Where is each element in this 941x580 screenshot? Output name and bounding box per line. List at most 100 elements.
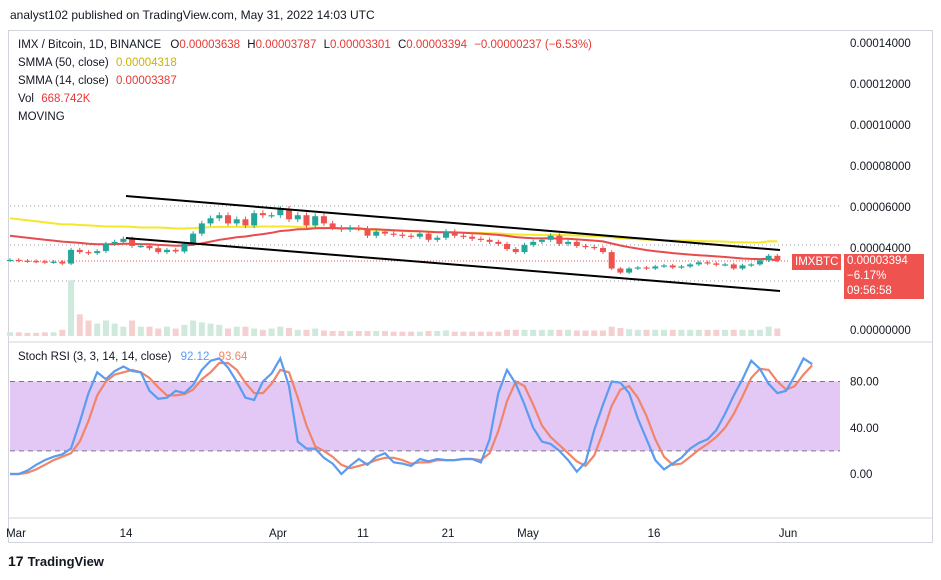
volume-bar [120,326,127,336]
candle-body [198,223,205,234]
h-label: H [247,39,256,51]
volume-bar [416,331,423,336]
candle-body [120,238,127,242]
smma14-line [9,227,778,262]
volume-bar [582,330,589,336]
volume-bar [146,326,153,336]
stoch-d-line [10,361,814,476]
candle-body [163,249,170,253]
volume-bar [765,326,772,336]
candle-body [111,241,118,244]
volume-bar [111,323,118,336]
candle-body [277,209,284,216]
candle-body [573,241,580,246]
price-axis-tick: 0.00010000 [850,120,911,132]
volume-bar [774,328,781,336]
candle-body [390,233,397,235]
price-axis-tick: 0.00008000 [850,161,911,173]
candle-body [556,235,563,244]
h-value: 0.00003787 [255,39,317,51]
volume-bar [41,332,48,336]
candle-body [24,260,31,262]
volume-bar [251,328,258,336]
volume-bar [486,331,493,336]
candle-body [425,233,432,240]
candle-body [242,219,249,226]
c-value: 0.00003394 [406,39,468,51]
x-axis-tick: Jun [779,528,798,540]
symbol-label: IMX / Bitcoin, 1D, BINANCE [18,39,162,51]
volume-bar [85,320,92,336]
volume-bar [643,329,650,336]
volume-bar [33,332,40,336]
candle-body [722,264,729,266]
channel-upper-line [125,195,781,251]
volume-bar [695,329,702,336]
candle-body [216,215,223,219]
volume-bar [155,328,162,336]
stoch-label: Stoch RSI (3, 3, 14, 14, close) [18,351,172,363]
candle-body [312,216,319,226]
ticker-badge: IMXBTC [792,254,842,270]
x-axis-tick: 16 [648,528,661,540]
volume-bar [477,331,484,336]
volume-bar [687,329,694,336]
candle-body [591,246,598,249]
candle-body [233,219,240,224]
candle-body [59,261,66,264]
volume-bar [495,331,502,336]
publish-header: analyst102 published on TradingView.com,… [0,0,941,30]
volume-bar [242,326,249,336]
candle-body [181,243,188,252]
candle-body [41,261,48,263]
brand-label: TradingView [27,554,104,569]
x-axis-tick: Mar [6,528,26,540]
volume-bar [756,329,763,336]
candle-body [50,261,57,263]
volume-bar [329,331,336,336]
volume-bar [390,331,397,336]
candle-body [634,267,641,269]
volume-bar [216,324,223,336]
tradingview-footer[interactable]: 17 TradingView [8,553,104,569]
volume-bar [172,328,179,336]
candle-body [338,227,345,230]
volume-bar [704,329,711,336]
volume-bar [181,324,188,336]
candle-body [15,259,22,262]
candle-body [373,231,380,236]
candle-body [146,245,153,249]
volume-bar [504,329,511,336]
volume-bar [626,329,633,336]
volume-bar [538,329,545,336]
candle-body [774,255,781,261]
smma50-value: 0.00004318 [115,57,177,69]
price-axis-tick: 0.00006000 [850,202,911,214]
candle-body [661,265,667,267]
volume-bar [617,327,624,336]
candle-body [434,237,441,240]
candle-body [713,263,720,265]
candle-body [259,213,266,216]
volume-bar [24,332,31,336]
volume-bar [225,328,231,336]
candle-body [765,255,772,261]
x-axis-tick: 21 [442,528,455,540]
volume-bar [312,328,319,336]
volume-bar [303,329,310,336]
volume-bar [364,331,371,336]
candle-body [652,266,659,269]
volume-bar [434,331,441,336]
candle-body [408,235,415,237]
x-axis-tick: 14 [120,528,133,540]
candle-body [129,238,136,246]
candle-body [582,245,589,248]
volume-bar [669,329,676,336]
ohlc-row: IMX / Bitcoin, 1D, BINANCE O0.00003638 H… [18,36,592,54]
candle-body [669,265,676,268]
candle-body [225,215,231,224]
candle-body [355,227,362,229]
moving-row: MOVING [18,108,592,126]
volume-bar [547,329,554,336]
